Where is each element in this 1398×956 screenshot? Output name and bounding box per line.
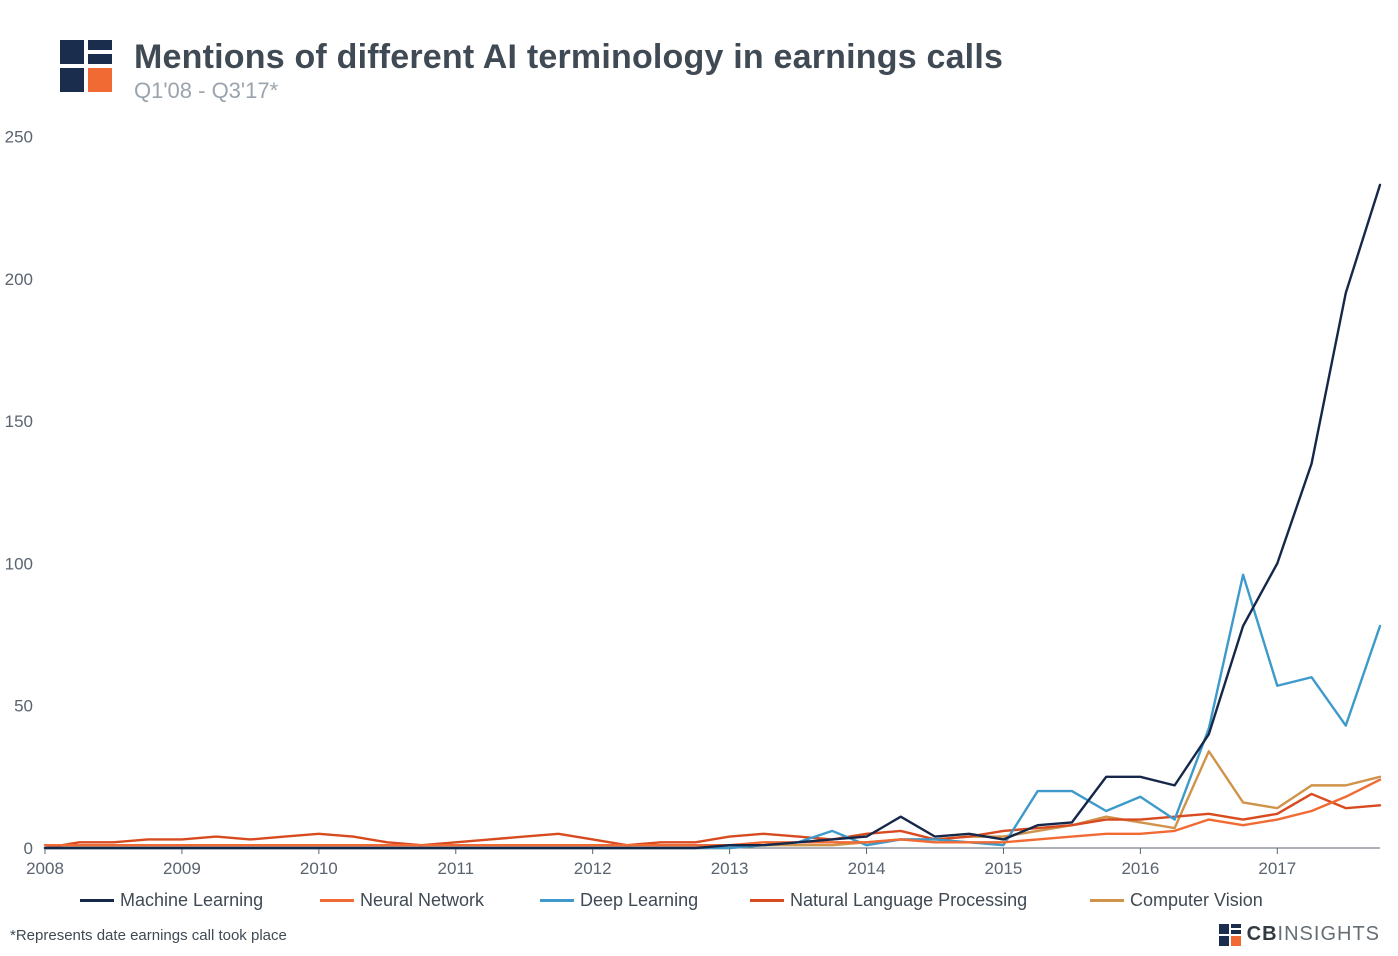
y-axis-tick-label: 150 <box>5 412 33 431</box>
x-axis-tick-label: 2014 <box>848 859 886 878</box>
legend-item-nn: Neural Network <box>320 890 484 911</box>
legend-swatch <box>320 899 354 902</box>
y-axis-tick-label: 200 <box>5 270 33 289</box>
x-axis-tick-label: 2012 <box>574 859 612 878</box>
series-line-dl <box>45 575 1380 848</box>
y-axis-tick-label: 250 <box>5 127 33 146</box>
legend-item-ml: Machine Learning <box>80 890 263 911</box>
legend-label: Deep Learning <box>580 890 698 911</box>
legend-swatch <box>540 899 574 902</box>
line-chart: 0 50 100 150 200 250 2008 2009 2010 2011 2012 2013 2… <box>0 0 1398 956</box>
series-line-cv <box>45 751 1380 848</box>
legend-label: Neural Network <box>360 890 484 911</box>
x-axis-tick-label: 2013 <box>711 859 749 878</box>
x-axis-tick-label: 2016 <box>1121 859 1159 878</box>
y-axis-tick-label: 100 <box>5 554 33 573</box>
legend-swatch <box>1090 899 1124 902</box>
legend-item-cv: Computer Vision <box>1090 890 1263 911</box>
series-line-nn <box>45 780 1380 845</box>
footer-brand-icon <box>1219 924 1241 946</box>
x-axis-tick-label: 2008 <box>26 859 64 878</box>
footer-brand: CBINSIGHTS <box>1219 923 1380 946</box>
x-axis-tick-label: 2009 <box>163 859 201 878</box>
x-axis-tick-label: 2010 <box>300 859 338 878</box>
y-axis-tick-label: 0 <box>24 839 33 858</box>
footnote: *Represents date earnings call took plac… <box>10 927 287 944</box>
y-axis-tick-label: 50 <box>14 697 33 716</box>
footer-brand-light: INSIGHTS <box>1278 923 1380 946</box>
legend-swatch <box>80 899 114 902</box>
footer-brand-strong: CB <box>1247 923 1278 946</box>
legend-swatch <box>750 899 784 902</box>
chart-container: Mentions of different AI terminology in … <box>0 0 1398 956</box>
legend-label: Machine Learning <box>120 890 263 911</box>
legend-label: Natural Language Processing <box>790 890 1027 911</box>
legend-item-nlp: Natural Language Processing <box>750 890 1027 911</box>
x-axis-tick-label: 2011 <box>437 859 474 878</box>
legend-item-dl: Deep Learning <box>540 890 698 911</box>
legend-label: Computer Vision <box>1130 890 1263 911</box>
series-line-ml <box>45 185 1380 848</box>
x-axis-tick-label: 2017 <box>1258 859 1296 878</box>
x-axis-tick-label: 2015 <box>985 859 1023 878</box>
series-line-nlp <box>45 794 1380 848</box>
